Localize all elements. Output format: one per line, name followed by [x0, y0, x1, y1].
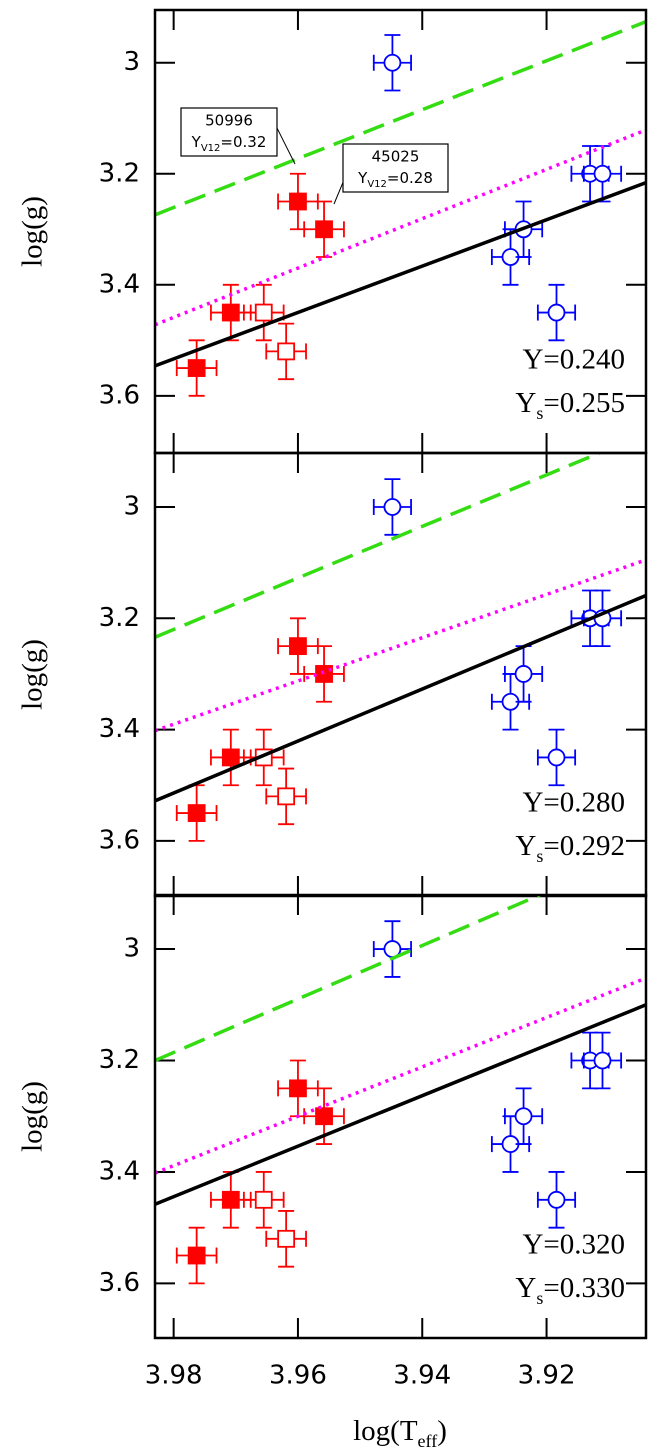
fit-line — [155, 181, 646, 368]
fit-line — [155, 20, 646, 217]
marker — [187, 1246, 206, 1265]
marker — [254, 303, 273, 322]
marker — [514, 1107, 533, 1126]
ys-label-main: Y — [515, 1272, 536, 1304]
note-y-after: =0.28 — [387, 169, 433, 187]
x-axis-label-sub: eff — [418, 1431, 438, 1451]
x-axis-label: log(Teff) — [353, 1415, 447, 1451]
plot-area — [155, 20, 646, 397]
ys-label-after: =0.292 — [543, 830, 625, 862]
note-y-main: Y — [357, 169, 368, 187]
y-tick-label: 3.4 — [99, 714, 140, 744]
fit-line — [155, 453, 601, 639]
marker — [254, 1190, 273, 1209]
note-y: YV12=0.32 — [191, 133, 267, 154]
error-bar — [504, 200, 544, 258]
x-axis-label-main: log(T — [353, 1415, 418, 1447]
y-tick-label: 3 — [123, 47, 140, 77]
fit-line — [155, 593, 646, 803]
note-y-after: =0.32 — [220, 133, 266, 151]
x-tick-label: 3.92 — [518, 1361, 576, 1391]
fit-line — [155, 976, 646, 1175]
marker — [289, 192, 307, 211]
ys-label-sub: s — [536, 1288, 543, 1308]
y-label: Y=0.280 — [522, 787, 625, 819]
y-tick-label: 3.2 — [99, 158, 140, 188]
frame — [153, 893, 648, 1340]
fit-line — [155, 1003, 646, 1206]
marker — [547, 303, 566, 322]
y-label: Y=0.240 — [522, 344, 625, 376]
y-tick-label: 3.6 — [99, 1268, 140, 1298]
marker — [315, 220, 333, 239]
note-y-main: Y — [191, 133, 202, 151]
leader — [276, 127, 296, 165]
y-axis-label: log(g) — [17, 196, 49, 267]
plot-area — [155, 453, 646, 842]
note-id: 45025 — [372, 148, 420, 166]
marker — [383, 498, 402, 516]
ys-label: Ys=0.330 — [515, 1272, 625, 1308]
ys-label-after: =0.255 — [543, 387, 625, 419]
marker — [547, 1190, 566, 1209]
ys-label-main: Y — [515, 830, 536, 862]
marker — [547, 748, 566, 767]
y-axis-label: log(g) — [17, 1081, 49, 1152]
ys-label-main: Y — [515, 387, 536, 419]
x-tick-label: 3.96 — [269, 1361, 327, 1391]
y-tick-label: 3.2 — [99, 1045, 140, 1075]
marker — [277, 1229, 296, 1248]
y-tick-label: 3.4 — [99, 1156, 140, 1186]
marker — [593, 164, 612, 183]
marker — [315, 1107, 333, 1126]
marker — [221, 748, 240, 767]
marker — [514, 665, 533, 683]
x-tick-label: 3.98 — [145, 1361, 203, 1391]
x-tick-label: 3.94 — [393, 1361, 451, 1391]
ys-label: Ys=0.255 — [515, 387, 625, 423]
marker — [289, 637, 307, 656]
ys-label-sub: s — [536, 403, 543, 423]
y-tick-label: 3 — [123, 934, 140, 964]
fit-line — [155, 895, 541, 1063]
x-axis-label-after: ) — [437, 1415, 447, 1447]
note-id: 50996 — [205, 112, 253, 130]
y-tick-label: 3 — [123, 491, 140, 521]
marker — [383, 53, 402, 72]
y-label: Y=0.320 — [522, 1229, 625, 1261]
ys-label-sub: s — [536, 846, 543, 866]
marker — [221, 1190, 240, 1209]
marker — [221, 303, 240, 322]
ys-label: Ys=0.292 — [515, 830, 625, 866]
note-y-sub: V12 — [201, 143, 221, 154]
ys-label-after: =0.330 — [543, 1272, 625, 1304]
marker — [187, 804, 206, 822]
marker — [593, 1051, 612, 1070]
note-box — [342, 143, 449, 193]
marker — [289, 1079, 307, 1098]
leader — [333, 179, 345, 205]
note-box — [180, 107, 278, 157]
fit-line — [155, 128, 646, 327]
marker — [277, 787, 296, 806]
marker — [277, 342, 296, 361]
plot-area — [155, 895, 646, 1285]
note-y: YV12=0.28 — [357, 169, 433, 190]
y-tick-label: 3.4 — [99, 269, 140, 299]
y-tick-label: 3.2 — [99, 603, 140, 633]
y-tick-label: 3.6 — [99, 825, 140, 855]
marker — [187, 359, 206, 377]
y-axis-label: log(g) — [17, 639, 49, 710]
note-y-sub: V12 — [367, 179, 387, 190]
y-tick-label: 3.6 — [99, 380, 140, 410]
fit-line — [155, 558, 646, 733]
